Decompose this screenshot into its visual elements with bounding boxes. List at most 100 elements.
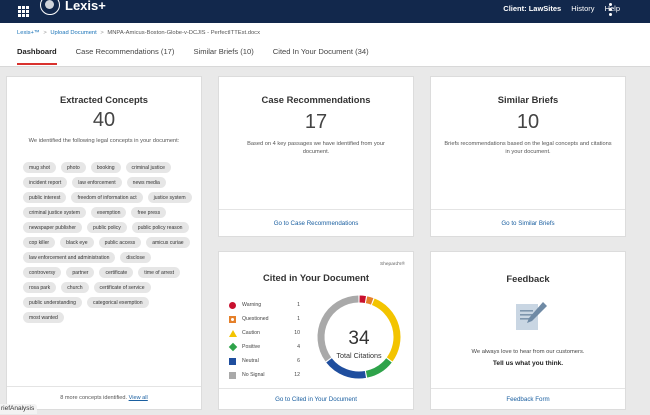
concept-chip[interactable]: public access: [98, 237, 142, 248]
concept-chip[interactable]: booking: [90, 162, 121, 173]
concept-chip[interactable]: criminal justice: [125, 162, 171, 173]
questioned-square-icon: [228, 315, 237, 324]
lexis-logo-mark-icon: [40, 0, 60, 15]
concept-chip[interactable]: free press: [131, 207, 167, 218]
top-right-menu: Client: LawSites History Help: [503, 4, 620, 13]
concept-chip[interactable]: law enforcement: [72, 177, 122, 188]
concept-chip[interactable]: public policy reason: [131, 222, 189, 233]
citation-signal-legend: Warning 1 Questioned 1 Caution 10 Positive 4 Neu…: [228, 298, 300, 382]
legend-row-questioned: Questioned 1: [228, 312, 300, 326]
no-signal-square-icon: [228, 371, 237, 380]
top-navigation-bar: Lexis+™ Client: LawSites History Help: [0, 0, 650, 23]
lexis-logo[interactable]: Lexis+™: [40, 0, 112, 16]
client-selector[interactable]: Client: LawSites: [503, 4, 562, 13]
concept-chip[interactable]: newspaper publisher: [23, 222, 83, 233]
breadcrumb-separator: >: [43, 30, 47, 36]
concept-chip[interactable]: public understanding: [23, 297, 83, 308]
concept-chip[interactable]: partner: [66, 267, 95, 278]
donut-segment-warning: [359, 295, 367, 304]
concept-chip[interactable]: criminal justice system: [23, 207, 86, 218]
go-to-cited-in-document-link[interactable]: Go to Cited in Your Document: [275, 396, 357, 403]
tab-bar: Dashboard Case Recommendations (17) Simi…: [17, 47, 369, 65]
legend-label: Positive: [242, 344, 261, 350]
breadcrumb-root-link[interactable]: Lexis+™: [17, 30, 40, 36]
legend-label: Questioned: [242, 316, 269, 322]
legend-row-positive: Positive 4: [228, 340, 300, 354]
concept-chip[interactable]: time of arrest: [138, 267, 181, 278]
go-to-case-recommendations-link[interactable]: Go to Case Recommendations: [273, 220, 359, 227]
more-options-icon[interactable]: [609, 3, 612, 16]
donut-segment-caution: [371, 298, 401, 362]
positive-diamond-icon: [228, 342, 237, 352]
go-to-similar-briefs-link[interactable]: Go to Similar Briefs: [501, 220, 555, 227]
extracted-concepts-description: We identified the following legal concep…: [28, 138, 180, 144]
neutral-square-icon: [228, 357, 237, 366]
help-link[interactable]: Help: [604, 4, 620, 13]
caution-triangle-icon: [228, 329, 237, 338]
feedback-card: Feedback We always love to hear from our…: [430, 251, 626, 410]
concept-chip[interactable]: cop killer: [23, 237, 56, 248]
breadcrumb-current-document: MNPA-Amicus-Boston-Globe-v-DCJIS - Perfe…: [107, 30, 260, 36]
history-link[interactable]: History: [571, 4, 595, 13]
tab-dashboard[interactable]: Dashboard: [17, 47, 57, 65]
concept-chip[interactable]: church: [61, 282, 89, 293]
concept-chip[interactable]: most wanted: [23, 312, 64, 323]
feedback-form-link[interactable]: Feedback Form: [506, 396, 550, 403]
concept-chip[interactable]: public policy: [87, 222, 127, 233]
concept-chip[interactable]: black eye: [60, 237, 94, 248]
concept-chip[interactable]: amicus curiae: [146, 237, 190, 248]
card-divider: [7, 386, 201, 387]
legend-row-no-signal: No Signal 12: [228, 368, 300, 382]
legend-count: 12: [294, 372, 300, 378]
concept-chip[interactable]: public interest: [23, 192, 67, 203]
concept-chip[interactable]: rosa park: [23, 282, 57, 293]
breadcrumb-separator: >: [100, 30, 104, 36]
concept-chip[interactable]: justice system: [147, 192, 192, 203]
warning-circle-icon: [228, 301, 237, 310]
legend-label: Caution: [242, 330, 260, 336]
breadcrumb-upload-link[interactable]: Upload Document: [50, 30, 97, 36]
card-divider: [431, 388, 625, 389]
feedback-message: We always love to hear from our customer…: [471, 349, 585, 355]
citations-donut-chart: [317, 295, 401, 379]
logo-text: Lexis+™: [65, 0, 112, 13]
legend-label: Neutral: [242, 358, 259, 364]
legend-row-neutral: Neutral 6: [228, 354, 300, 368]
brief-analysis-tag[interactable]: riefAnalysis: [0, 404, 38, 414]
concept-chip[interactable]: controversy: [23, 267, 62, 278]
legend-count: 1: [297, 316, 300, 322]
tab-similar-briefs[interactable]: Similar Briefs (10): [193, 47, 254, 56]
donut-segment-positive: [365, 358, 392, 378]
concept-chip[interactable]: law enforcement and administration: [23, 252, 116, 263]
concept-chip-list: mug shot photo booking criminal justice inci…: [23, 162, 193, 323]
legend-row-warning: Warning 1: [228, 298, 300, 312]
tab-case-recommendations[interactable]: Case Recommendations (17): [75, 47, 175, 56]
total-citations-number: 34: [348, 328, 370, 349]
concept-chip[interactable]: news media: [126, 177, 166, 188]
tab-cited-in-document[interactable]: Cited In Your Document (34): [272, 47, 369, 56]
concept-chip[interactable]: exemption: [90, 207, 127, 218]
legend-label: Warning: [242, 302, 262, 308]
concept-chip[interactable]: incident report: [23, 177, 68, 188]
more-concepts-note: 8 more concepts identified. View all: [7, 395, 201, 401]
concept-chip[interactable]: disclose: [120, 252, 151, 263]
concept-chip[interactable]: certificate: [99, 267, 134, 278]
donut-segment-questioned: [365, 296, 374, 305]
feedback-document-pencil-icon: [516, 302, 547, 330]
feedback-prompt: Tell us what you think.: [492, 360, 564, 367]
view-all-concepts-link[interactable]: View all: [128, 395, 148, 401]
concept-chip[interactable]: freedom of information act: [71, 192, 143, 203]
case-recommendations-title: Case Recommendations: [261, 94, 371, 105]
similar-briefs-card: Similar Briefs 10 Briefs recommendations…: [430, 76, 626, 237]
concept-chip[interactable]: categorical exemption: [87, 297, 149, 308]
apps-grid-icon[interactable]: [18, 6, 29, 17]
concept-chip[interactable]: certificate of service: [93, 282, 151, 293]
concept-chip[interactable]: mug shot: [23, 162, 56, 173]
more-concepts-text: 8 more concepts identified.: [60, 395, 128, 401]
concept-chip[interactable]: photo: [60, 162, 86, 173]
extracted-concepts-card: Extracted Concepts 40 We identified the …: [6, 76, 202, 410]
donut-segment-no-signal: [317, 295, 359, 362]
total-citations-label: Total Citations: [336, 351, 382, 360]
card-divider: [219, 388, 413, 389]
cited-in-document-card: Shepard's® Cited in Your Document Warnin…: [218, 251, 414, 410]
